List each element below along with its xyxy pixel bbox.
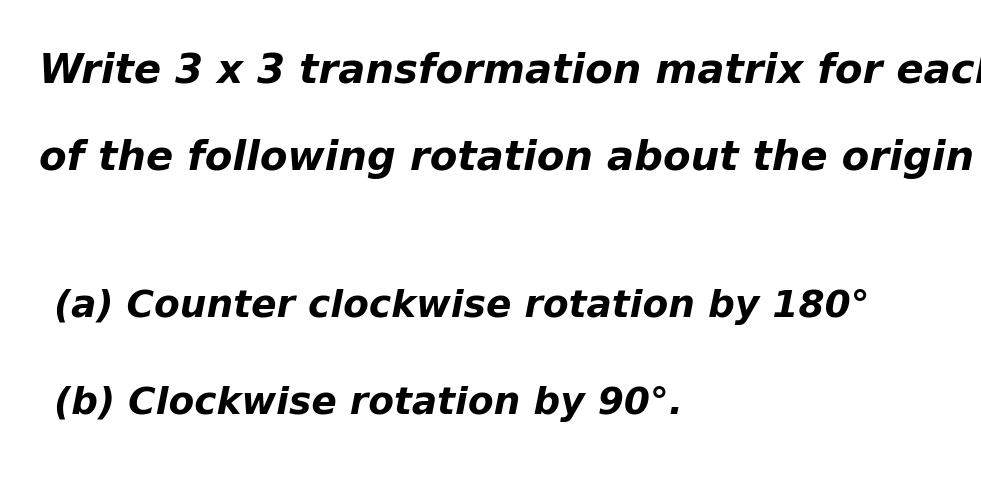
Text: Write 3 x 3 transformation matrix for each: Write 3 x 3 transformation matrix for ea… — [39, 51, 981, 91]
Text: (b) Clockwise rotation by 90°.: (b) Clockwise rotation by 90°. — [54, 386, 683, 422]
Text: (a) Counter clockwise rotation by 180°: (a) Counter clockwise rotation by 180° — [54, 288, 869, 324]
Text: of the following rotation about the origin: of the following rotation about the orig… — [39, 139, 974, 179]
